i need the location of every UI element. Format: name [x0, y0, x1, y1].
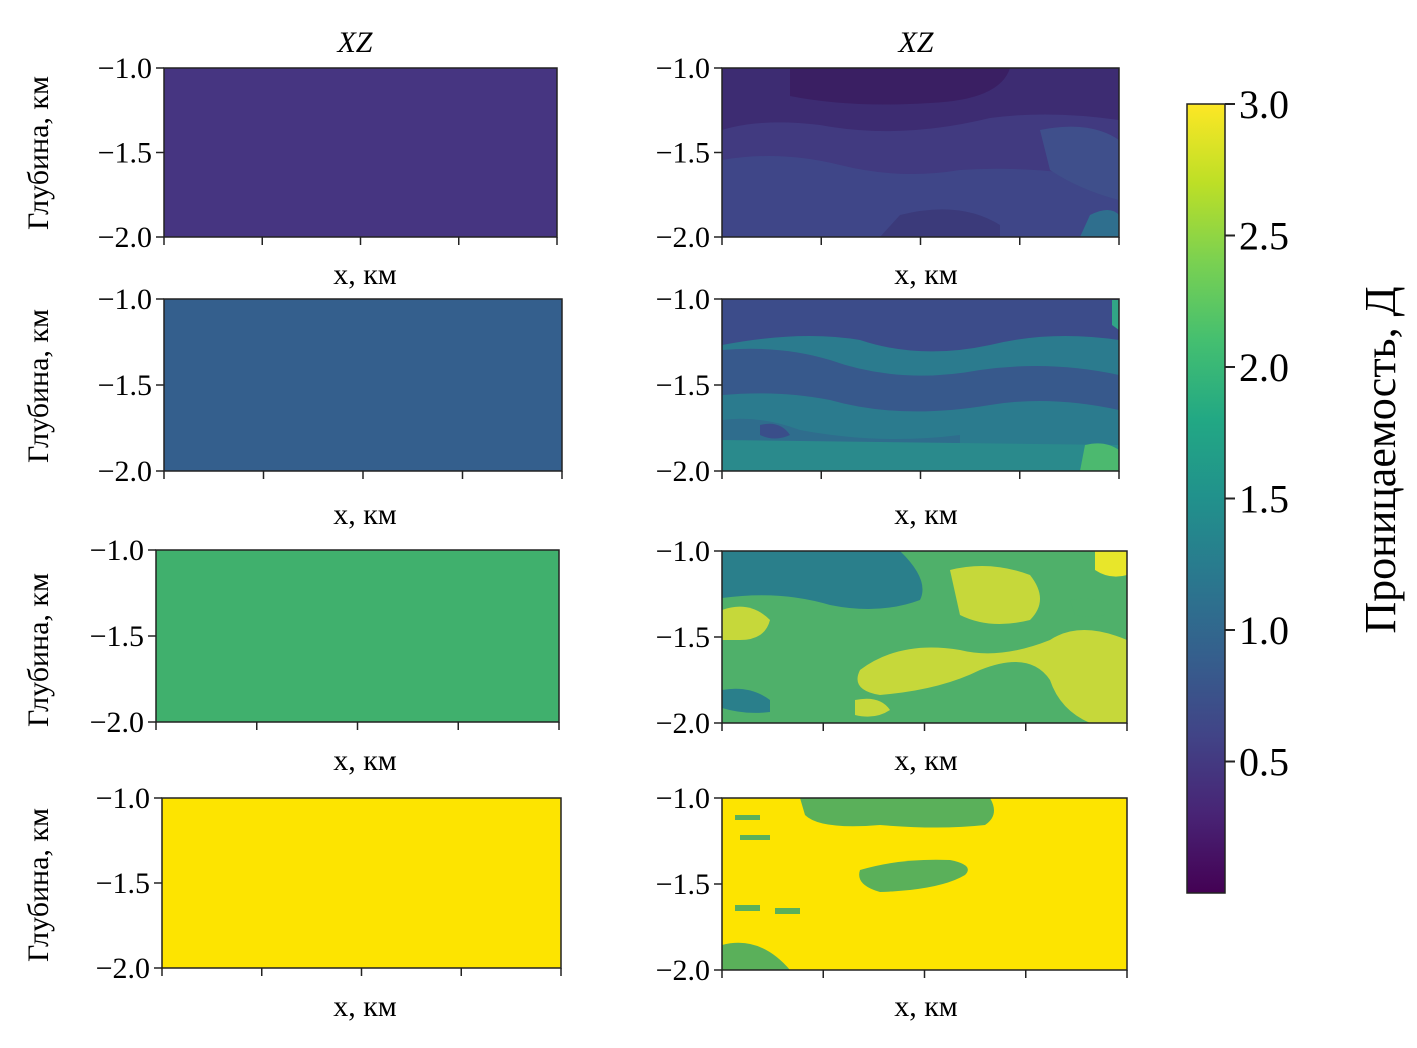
heatmap-panel-uniform	[164, 299, 562, 471]
y-tick-label: −2.0	[656, 221, 710, 254]
y-tick-label: −2.0	[656, 954, 710, 987]
colorbar-tick-label: 2.5	[1239, 214, 1289, 259]
y-tick-label: −2.0	[656, 455, 710, 488]
y-tick-label: −1.5	[656, 868, 710, 901]
colorbar-tick-label: 3.0	[1239, 82, 1289, 127]
axis-ticks: −1.0 −1.5 −2.0 −1.0 −1.5 −2.0 −1.0 −1.5 −2.0 −1.0…	[90, 52, 1128, 987]
y-tick-label: −1.5	[656, 137, 710, 170]
x-axis-label: x, км	[333, 258, 397, 291]
colorbar-tick-label: 1.0	[1239, 608, 1289, 653]
y-tick-label: −2.0	[98, 221, 152, 254]
y-tick-label: −1.5	[96, 867, 150, 900]
y-tick-label: −1.5	[656, 369, 710, 402]
y-tick-label: −1.5	[656, 621, 710, 654]
heatmap-panel-uniform	[162, 798, 561, 968]
x-axis-label: x, км	[333, 744, 397, 777]
panel-title: XZ	[897, 26, 933, 59]
y-tick-label: −2.0	[90, 706, 144, 739]
heatmap-panel-heterogeneous	[722, 299, 1119, 471]
x-axis-label: x, км	[894, 744, 958, 777]
y-tick-label: −1.0	[656, 535, 710, 568]
colorbar-tick-label: 2.0	[1239, 345, 1289, 390]
y-tick-label: −2.0	[98, 455, 152, 488]
y-tick-label: −1.0	[90, 534, 144, 567]
colorbar-ticks: 3.0 2.5 2.0 1.5 1.0 0.5	[1225, 82, 1289, 785]
x-axis-label: x, км	[894, 258, 958, 291]
y-axis-label: Глубина, км	[22, 309, 55, 463]
y-tick-label: −1.0	[656, 782, 710, 815]
panel-title: XZ	[336, 26, 372, 59]
x-axis-label: x, км	[333, 498, 397, 531]
y-tick-label: −1.0	[656, 52, 710, 85]
y-tick-label: −1.5	[98, 369, 152, 402]
colorbar-tick-label: 0.5	[1239, 740, 1289, 785]
y-tick-label: −2.0	[96, 952, 150, 985]
colorbar	[1187, 104, 1225, 893]
x-axis-label: x, км	[333, 990, 397, 1023]
y-tick-label: −1.5	[98, 137, 152, 170]
heatmap-panel-heterogeneous	[722, 798, 1127, 970]
y-axis-label: Глубина, км	[22, 76, 55, 230]
colorbar-tick-label: 1.5	[1239, 477, 1289, 522]
heatmap-panel-uniform	[164, 68, 557, 237]
y-tick-label: −2.0	[656, 707, 710, 740]
colorbar-label: Проницаемость, Д	[1356, 286, 1405, 633]
heatmap-panel-heterogeneous	[722, 551, 1127, 723]
y-tick-label: −1.0	[98, 52, 152, 85]
x-axis-label: x, км	[894, 498, 958, 531]
heatmap-panel-heterogeneous	[722, 68, 1119, 237]
heatmap-panel-uniform	[156, 550, 559, 722]
y-tick-label: −1.0	[656, 283, 710, 316]
y-axis-label: Глубина, км	[22, 808, 55, 962]
y-tick-label: −1.0	[98, 283, 152, 316]
y-tick-label: −1.5	[90, 620, 144, 653]
x-axis-label: x, км	[894, 990, 958, 1023]
y-tick-label: −1.0	[96, 782, 150, 815]
y-axis-label: Глубина, км	[22, 573, 55, 727]
